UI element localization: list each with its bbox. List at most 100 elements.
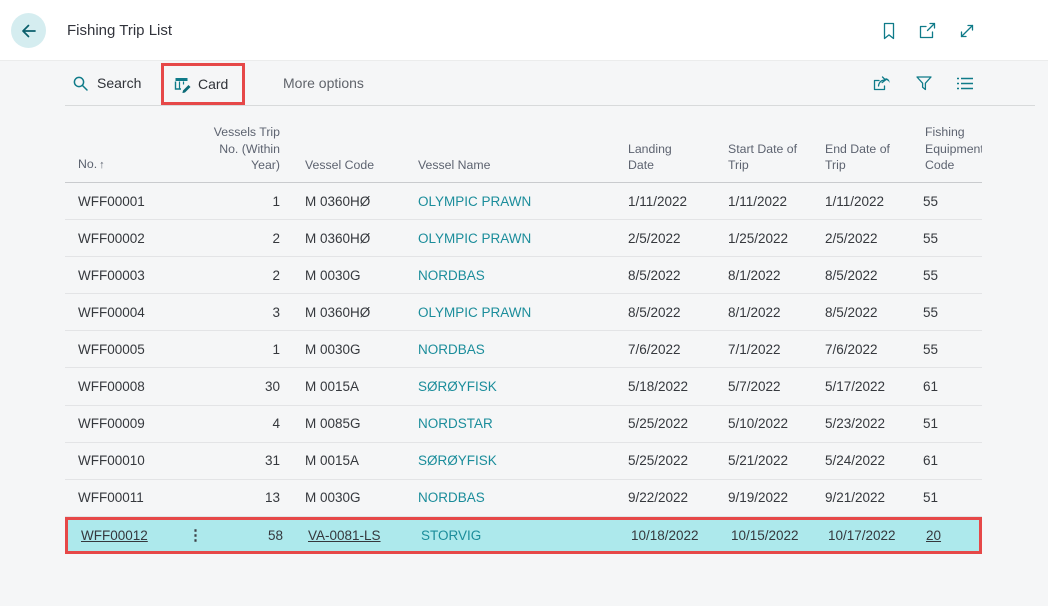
table-body: WFF00001 ⋮ 1 M 0360HØ OLYMPIC PRAWN 1/11… [65,183,982,554]
trip-no-link[interactable]: WFF00009 [78,416,145,432]
vessel-code-value: M 0015A [305,453,360,469]
vessels-trip-no-value: 4 [272,416,280,432]
equipment-code-value: 55 [923,230,939,246]
vessels-trip-no-value: 1 [272,341,280,357]
vessel-name-link[interactable]: SØRØYFISK [418,453,497,469]
search-icon [72,75,89,92]
landing-date-value: 5/25/2022 [628,453,689,469]
end-date-value: 10/17/2022 [828,527,896,543]
share-icon[interactable] [870,72,894,94]
landing-date-value: 8/5/2022 [628,304,681,320]
end-date-value: 7/6/2022 [825,341,878,357]
table-row[interactable]: WFF00011 ⋮ 13 M 0030G NORDBAS 9/22/2022 … [65,480,982,517]
vessels-trip-no-value: 2 [272,230,280,246]
vessels-trip-no-value: 1 [272,193,280,209]
row-menu-icon[interactable]: ⋮ [188,527,203,543]
card-button-highlight-box: Card [161,63,246,105]
table-row[interactable]: WFF00001 ⋮ 1 M 0360HØ OLYMPIC PRAWN 1/11… [65,183,982,221]
vessel-name-link[interactable]: NORDBAS [418,267,485,283]
column-header-fishing-equipment-code[interactable]: Fishing Equipment Code [925,125,982,172]
column-header-row-menu [185,173,200,182]
vessel-name-link[interactable]: OLYMPIC PRAWN [418,193,532,209]
column-header-vessel-name[interactable]: Vessel Name [418,157,491,172]
end-date-value: 8/5/2022 [825,267,878,283]
vessel-name-link[interactable]: OLYMPIC PRAWN [418,304,532,320]
end-date-value: 5/23/2022 [825,416,886,432]
landing-date-value: 1/11/2022 [628,193,688,209]
table-row[interactable]: WFF00009 ⋮ 4 M 0085G NORDSTAR 5/25/2022 … [65,406,982,443]
start-date-value: 5/21/2022 [728,453,789,469]
header-actions [879,0,978,61]
table-row[interactable]: WFF00010 ⋮ 31 M 0015A SØRØYFISK 5/25/202… [65,443,982,480]
vessel-name-link[interactable]: OLYMPIC PRAWN [418,230,532,246]
equipment-code-value: 55 [923,341,939,357]
landing-date-value: 5/25/2022 [628,416,689,432]
vessels-trip-no-value: 31 [264,453,280,469]
vessel-name-link[interactable]: NORDBAS [418,490,485,506]
table-row[interactable]: WFF00002 ⋮ 2 M 0360HØ OLYMPIC PRAWN 2/5/… [65,220,982,258]
sort-ascending-icon: ↑ [99,159,105,172]
column-header-vessel-code[interactable]: Vessel Code [305,157,375,172]
trip-no-link[interactable]: WFF00004 [78,304,145,320]
column-header-no[interactable]: No. ↑ [78,157,105,172]
equipment-code-value: 61 [923,453,939,469]
column-header-vessels-trip-no[interactable]: Vessels Trip No. (Within Year) [213,125,280,172]
equipment-code-value: 51 [923,490,939,506]
trip-no-link[interactable]: WFF00005 [78,341,145,357]
trip-no-link[interactable]: WFF00012 [81,527,148,543]
end-date-value: 1/11/2022 [825,193,885,209]
vessels-trip-no-value: 58 [267,527,283,543]
vessel-code-value: M 0030G [305,267,361,283]
start-date-value: 7/1/2022 [728,341,781,357]
more-options-button[interactable]: More options [283,61,364,105]
start-date-value: 8/1/2022 [728,304,781,320]
trip-no-link[interactable]: WFF00010 [78,453,145,469]
vessel-name-link[interactable]: NORDSTAR [418,416,493,432]
equipment-code-value: 20 [926,527,942,543]
landing-date-value: 9/22/2022 [628,490,689,506]
end-date-value: 8/5/2022 [825,304,878,320]
trip-no-link[interactable]: WFF00001 [78,193,145,209]
landing-date-value: 5/18/2022 [628,379,689,395]
page-title: Fishing Trip List [67,22,173,39]
table-row[interactable]: WFF00012 ⋮ 58 VA-0081-LS STORVIG 10/18/2… [65,516,982,554]
expand-icon[interactable] [956,20,978,42]
equipment-code-value: 61 [923,379,939,395]
open-in-new-window-icon[interactable] [916,20,939,42]
trip-no-link[interactable]: WFF00003 [78,267,145,283]
start-date-value: 1/11/2022 [728,193,788,209]
vessel-name-link[interactable]: SØRØYFISK [418,379,497,395]
list-view-icon[interactable] [954,74,976,93]
card-label: Card [198,76,229,92]
trip-no-link[interactable]: WFF00011 [78,490,144,506]
table-row[interactable]: WFF00003 ⋮ 2 M 0030G NORDBAS 8/5/2022 8/… [65,257,982,295]
vessel-name-link[interactable]: NORDBAS [418,341,485,357]
table-row[interactable]: WFF00005 ⋮ 1 M 0030G NORDBAS 7/6/2022 7/… [65,331,982,369]
table-row[interactable]: WFF00004 ⋮ 3 M 0360HØ OLYMPIC PRAWN 8/5/… [65,294,982,332]
equipment-code-value: 55 [923,304,939,320]
search-label: Search [97,75,142,91]
vessel-code-value: M 0360HØ [305,304,371,320]
vessel-name-link[interactable]: STORVIG [421,527,482,543]
vessel-code-value: VA-0081-LS [308,527,381,543]
column-header-landing-date[interactable]: Landing Date [628,141,672,172]
vessel-code-value: M 0015A [305,379,360,395]
trip-no-link[interactable]: WFF00002 [78,230,145,246]
vessel-code-value: M 0360HØ [305,230,371,246]
filter-icon[interactable] [913,73,935,94]
table-header: No. ↑ Vessels Trip No. (Within Year) Vess… [65,106,982,183]
back-arrow-icon [19,21,39,41]
trip-no-link[interactable]: WFF00008 [78,379,145,395]
card-icon [174,76,191,93]
table-row[interactable]: WFF00008 ⋮ 30 M 0015A SØRØYFISK 5/18/202… [65,368,982,406]
card-button[interactable]: Card [164,66,242,102]
bookmark-icon[interactable] [879,20,899,42]
landing-date-value: 8/5/2022 [628,267,681,283]
back-button[interactable] [11,13,46,48]
column-header-end-date[interactable]: End Date of Trip [825,141,890,172]
start-date-value: 10/15/2022 [731,527,799,543]
start-date-value: 5/10/2022 [728,416,789,432]
column-header-start-date[interactable]: Start Date of Trip [728,141,798,172]
equipment-code-value: 51 [923,416,939,432]
search-button[interactable]: Search [72,61,141,105]
